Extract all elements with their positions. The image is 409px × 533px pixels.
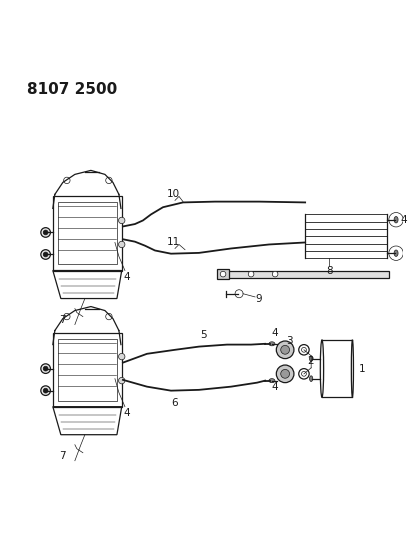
Ellipse shape bbox=[351, 340, 353, 398]
Circle shape bbox=[43, 252, 48, 257]
Polygon shape bbox=[227, 271, 388, 278]
Polygon shape bbox=[216, 269, 229, 279]
Text: 2: 2 bbox=[306, 356, 313, 366]
Text: 1: 1 bbox=[358, 364, 365, 374]
Text: 7: 7 bbox=[59, 451, 66, 461]
Circle shape bbox=[276, 341, 293, 359]
Ellipse shape bbox=[393, 216, 397, 223]
Circle shape bbox=[118, 353, 125, 360]
Ellipse shape bbox=[319, 340, 323, 398]
Circle shape bbox=[118, 241, 125, 248]
Ellipse shape bbox=[393, 250, 397, 256]
Circle shape bbox=[41, 364, 50, 374]
Circle shape bbox=[118, 377, 125, 384]
Text: 5: 5 bbox=[199, 330, 206, 341]
Ellipse shape bbox=[268, 378, 274, 383]
Text: 8107 2500: 8107 2500 bbox=[27, 82, 117, 97]
Ellipse shape bbox=[309, 356, 312, 361]
Text: 8: 8 bbox=[325, 265, 332, 276]
Circle shape bbox=[280, 369, 289, 378]
Bar bbox=[58, 203, 117, 264]
Circle shape bbox=[43, 230, 48, 235]
Text: 4: 4 bbox=[400, 215, 407, 225]
Bar bbox=[53, 197, 121, 271]
Circle shape bbox=[276, 365, 293, 383]
Text: 10: 10 bbox=[166, 189, 179, 199]
Bar bbox=[53, 333, 121, 407]
Circle shape bbox=[41, 386, 50, 395]
Circle shape bbox=[280, 345, 289, 354]
Circle shape bbox=[41, 249, 50, 259]
Text: 3: 3 bbox=[285, 336, 292, 346]
Text: 4: 4 bbox=[271, 382, 278, 392]
Ellipse shape bbox=[268, 342, 274, 346]
Text: 4: 4 bbox=[271, 328, 278, 338]
Circle shape bbox=[272, 271, 277, 277]
Circle shape bbox=[248, 271, 253, 277]
Text: 6: 6 bbox=[171, 398, 178, 408]
Circle shape bbox=[43, 366, 48, 371]
Text: 9: 9 bbox=[255, 294, 262, 303]
Circle shape bbox=[118, 217, 125, 224]
Text: 7: 7 bbox=[59, 315, 66, 325]
Circle shape bbox=[220, 271, 225, 277]
Circle shape bbox=[41, 228, 50, 237]
Text: 4: 4 bbox=[124, 408, 130, 418]
Circle shape bbox=[43, 388, 48, 393]
Text: 11: 11 bbox=[166, 238, 179, 247]
Bar bbox=[58, 338, 117, 401]
Ellipse shape bbox=[309, 376, 312, 382]
Text: 4: 4 bbox=[124, 271, 130, 281]
